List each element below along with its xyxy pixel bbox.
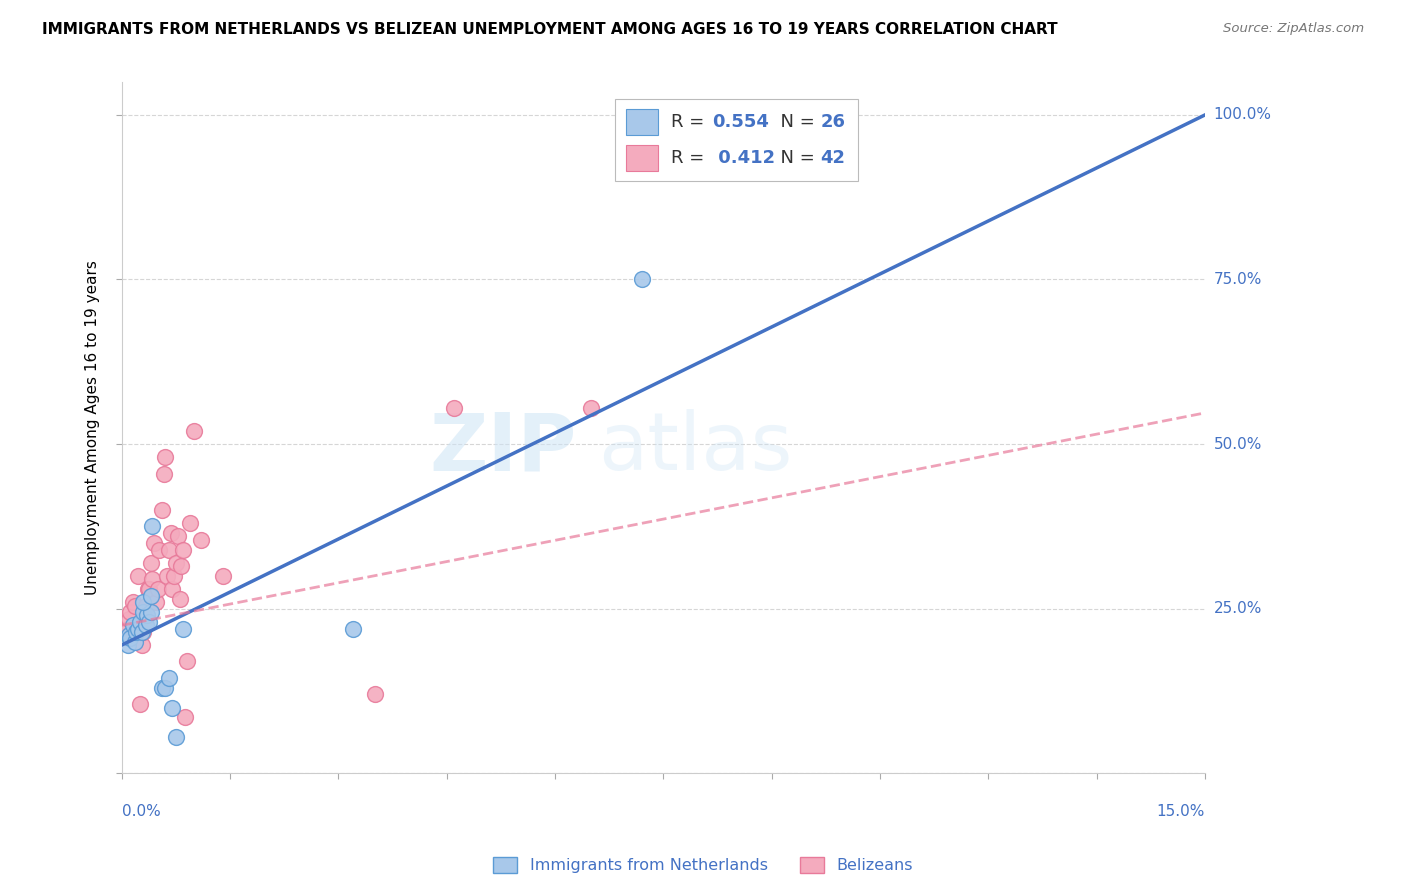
Point <box>121 618 143 632</box>
Point <box>121 595 143 609</box>
Point <box>163 569 186 583</box>
Point <box>153 450 176 465</box>
FancyBboxPatch shape <box>626 109 658 136</box>
Point <box>125 624 148 639</box>
Point <box>155 569 177 583</box>
Point <box>117 622 139 636</box>
Point <box>136 608 159 623</box>
Point <box>128 698 150 712</box>
Point <box>172 542 194 557</box>
Text: R =: R = <box>671 149 710 167</box>
Point <box>127 622 149 636</box>
Point <box>581 401 603 415</box>
Text: N =: N = <box>769 149 820 167</box>
Point <box>120 632 142 646</box>
Point <box>132 624 155 639</box>
Point <box>172 622 194 636</box>
Text: atlas: atlas <box>599 409 793 487</box>
Text: 0.0%: 0.0% <box>122 804 160 819</box>
Text: ZIP: ZIP <box>430 409 576 487</box>
Point <box>153 681 176 695</box>
Point <box>176 655 198 669</box>
Point <box>141 572 163 586</box>
Point <box>124 599 146 613</box>
Point <box>152 467 174 481</box>
Point <box>167 529 190 543</box>
Point <box>134 612 156 626</box>
Point <box>127 569 149 583</box>
Point <box>169 591 191 606</box>
Text: IMMIGRANTS FROM NETHERLANDS VS BELIZEAN UNEMPLOYMENT AMONG AGES 16 TO 19 YEARS C: IMMIGRANTS FROM NETHERLANDS VS BELIZEAN … <box>42 22 1057 37</box>
Point <box>132 595 155 609</box>
Y-axis label: Unemployment Among Ages 16 to 19 years: Unemployment Among Ages 16 to 19 years <box>86 260 100 595</box>
Point <box>179 516 201 531</box>
Text: 42: 42 <box>821 149 845 167</box>
Point <box>138 615 160 629</box>
Point <box>128 615 150 629</box>
Text: 25.0%: 25.0% <box>1213 601 1261 616</box>
Point <box>157 671 180 685</box>
Point <box>124 634 146 648</box>
Text: 50.0%: 50.0% <box>1213 437 1261 451</box>
Text: R =: R = <box>671 113 710 131</box>
Point <box>212 569 235 583</box>
Point <box>117 638 139 652</box>
Point <box>162 582 184 596</box>
Point <box>118 628 141 642</box>
Point <box>165 731 187 745</box>
Point <box>132 605 155 619</box>
Text: 0.554: 0.554 <box>713 113 769 131</box>
Point <box>363 688 385 702</box>
Point <box>174 710 197 724</box>
Point <box>443 401 465 415</box>
Point <box>183 424 205 438</box>
Text: Source: ZipAtlas.com: Source: ZipAtlas.com <box>1223 22 1364 36</box>
Text: 15.0%: 15.0% <box>1157 804 1205 819</box>
Point <box>131 638 153 652</box>
Point <box>818 108 841 122</box>
Point <box>157 542 180 557</box>
Point <box>145 595 167 609</box>
Point <box>118 612 141 626</box>
Point <box>131 624 153 639</box>
Text: 100.0%: 100.0% <box>1213 107 1271 122</box>
Point <box>141 519 163 533</box>
Point <box>135 618 157 632</box>
Point <box>630 272 652 286</box>
Point <box>135 599 157 613</box>
Point <box>165 556 187 570</box>
FancyBboxPatch shape <box>626 145 658 171</box>
Point <box>139 589 162 603</box>
Point <box>150 503 173 517</box>
Text: 26: 26 <box>821 113 845 131</box>
Point <box>342 622 364 636</box>
Point <box>148 542 170 557</box>
Point <box>125 622 148 636</box>
Legend: Immigrants from Netherlands, Belizeans: Immigrants from Netherlands, Belizeans <box>486 850 920 880</box>
Text: 75.0%: 75.0% <box>1213 272 1261 287</box>
Point <box>138 582 160 596</box>
Point <box>150 681 173 695</box>
Point <box>146 582 169 596</box>
Point <box>170 559 193 574</box>
Text: N =: N = <box>769 113 820 131</box>
Point <box>136 582 159 596</box>
Text: 0.412: 0.412 <box>713 149 775 167</box>
FancyBboxPatch shape <box>614 99 859 181</box>
Point <box>139 605 162 619</box>
Point <box>143 536 166 550</box>
Point <box>162 700 184 714</box>
Point <box>120 605 142 619</box>
Point <box>139 556 162 570</box>
Point <box>190 533 212 547</box>
Point <box>160 526 183 541</box>
